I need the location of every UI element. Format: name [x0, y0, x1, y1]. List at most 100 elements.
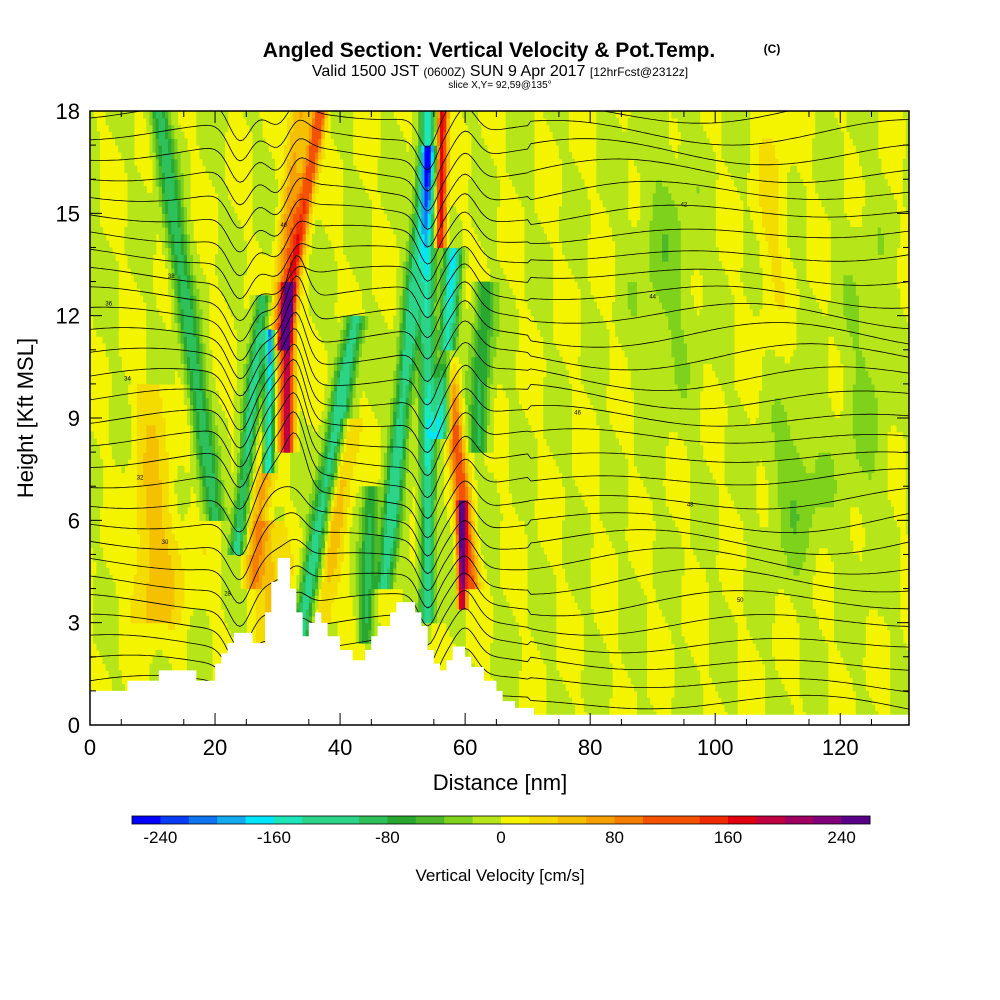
velocity-cell	[143, 274, 147, 283]
velocity-cell	[196, 383, 201, 392]
velocity-cell	[286, 336, 291, 344]
velocity-cell	[105, 609, 110, 617]
velocity-cell	[324, 465, 329, 474]
velocity-cell	[115, 302, 119, 310]
velocity-cell	[283, 390, 288, 399]
velocity-cell	[140, 506, 144, 515]
velocity-cell	[305, 145, 310, 153]
velocity-cell	[340, 486, 344, 494]
velocity-cell	[277, 349, 282, 358]
velocity-cell	[177, 329, 182, 337]
velocity-cell	[161, 213, 166, 221]
velocity-cell	[340, 520, 344, 528]
velocity-cell	[318, 445, 322, 453]
velocity-cell	[361, 288, 366, 296]
velocity-cell	[340, 363, 344, 371]
velocity-cell	[152, 349, 157, 358]
velocity-cell	[102, 588, 107, 596]
velocity-cell	[280, 411, 285, 419]
velocity-cell	[286, 131, 291, 139]
velocity-cell	[333, 329, 338, 337]
velocity-cell	[311, 165, 316, 173]
velocity-cell	[290, 452, 294, 460]
velocity-cell	[115, 131, 119, 139]
velocity-cell	[171, 302, 175, 310]
velocity-cell	[108, 267, 113, 276]
velocity-cell	[361, 588, 366, 596]
velocity-cell	[268, 397, 272, 405]
velocity-cell	[190, 363, 194, 371]
velocity-cell	[174, 615, 179, 624]
velocity-cell	[205, 499, 210, 508]
velocity-cell	[196, 377, 201, 385]
velocity-cell	[261, 179, 266, 187]
velocity-cell	[318, 547, 322, 556]
velocity-cell	[230, 267, 235, 276]
velocity-cell	[196, 452, 201, 460]
velocity-cell	[227, 261, 232, 269]
velocity-cell	[265, 520, 269, 528]
velocity-cell	[302, 111, 307, 119]
velocity-cell	[140, 213, 144, 221]
velocity-cell	[261, 547, 266, 556]
velocity-cell	[340, 124, 344, 133]
velocity-cell	[327, 247, 332, 255]
velocity-cell	[258, 581, 263, 590]
velocity-cell	[268, 342, 272, 351]
velocity-cell	[290, 220, 294, 228]
velocity-cell	[246, 411, 251, 419]
velocity-cell	[299, 458, 304, 467]
velocity-cell	[190, 629, 194, 637]
velocity-cell	[324, 124, 329, 133]
velocity-cell	[146, 261, 150, 269]
velocity-cell	[321, 322, 326, 330]
velocity-cell	[318, 165, 322, 173]
velocity-cell	[261, 465, 266, 474]
velocity-cell	[133, 247, 138, 255]
velocity-cell	[161, 165, 166, 173]
velocity-cell	[146, 377, 150, 385]
velocity-cell	[211, 472, 216, 480]
velocity-cell	[136, 588, 141, 596]
velocity-cell	[327, 267, 332, 276]
velocity-cell	[158, 574, 163, 583]
velocity-cell	[105, 581, 110, 590]
velocity-cell	[146, 445, 150, 453]
velocity-cell	[177, 226, 182, 235]
velocity-cell	[211, 151, 216, 160]
velocity-cell	[283, 172, 288, 180]
velocity-cell	[243, 540, 247, 549]
velocity-cell	[349, 138, 354, 146]
velocity-cell	[302, 561, 307, 569]
velocity-cell	[349, 342, 354, 351]
velocity-cell	[358, 520, 363, 528]
velocity-cell	[240, 302, 244, 310]
velocity-cell	[324, 336, 329, 344]
velocity-cell	[318, 288, 322, 296]
velocity-cell	[252, 431, 257, 440]
velocity-cell	[290, 199, 294, 208]
velocity-cell	[202, 302, 207, 310]
velocity-cell	[90, 240, 94, 249]
velocity-cell	[102, 261, 107, 269]
velocity-cell	[136, 615, 141, 624]
velocity-cell	[158, 397, 163, 405]
velocity-cell	[90, 124, 94, 133]
velocity-cell	[233, 274, 238, 283]
velocity-cell	[321, 472, 326, 480]
velocity-cell	[343, 465, 347, 474]
velocity-cell	[283, 315, 288, 324]
velocity-cell	[161, 561, 166, 569]
velocity-cell	[293, 411, 297, 419]
velocity-cell	[340, 527, 344, 535]
velocity-cell	[174, 329, 179, 337]
velocity-cell	[190, 240, 194, 249]
velocity-cell	[258, 574, 263, 583]
velocity-cell	[277, 254, 282, 262]
velocity-cell	[180, 179, 185, 187]
velocity-cell	[186, 479, 191, 487]
velocity-cell	[261, 322, 266, 330]
velocity-cell	[105, 288, 110, 296]
velocity-cell	[180, 151, 185, 160]
velocity-cell	[318, 581, 322, 590]
